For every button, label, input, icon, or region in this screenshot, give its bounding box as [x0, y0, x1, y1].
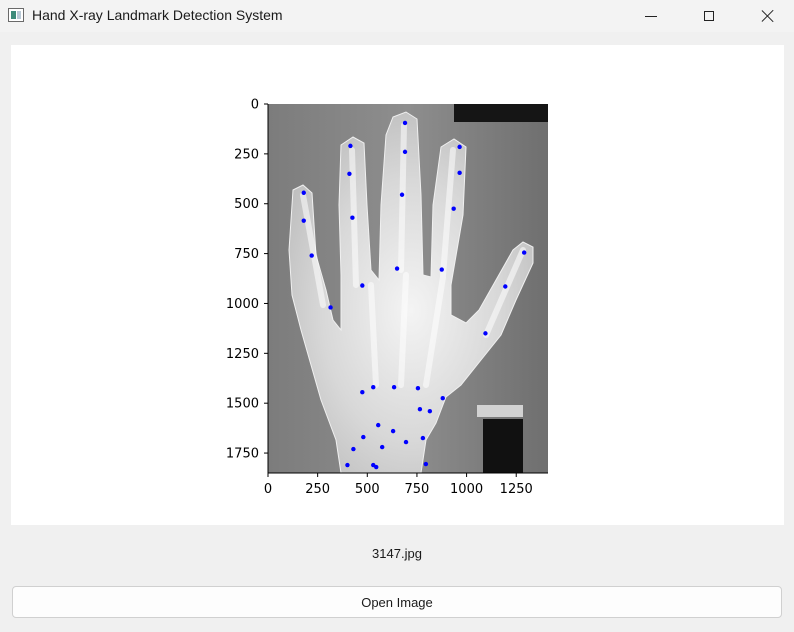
landmark-point	[402, 120, 408, 126]
y-tick-label: 750	[234, 247, 259, 262]
landmark-point	[347, 171, 352, 177]
x-tick-label: 250	[305, 482, 330, 497]
y-tick-label: 500	[234, 197, 259, 212]
title-bar: Hand X-ray Landmark Detection System	[0, 0, 794, 32]
landmark-point	[360, 390, 365, 395]
landmark-point	[457, 144, 462, 150]
landmark-point	[345, 462, 350, 468]
x-tick-label: 500	[355, 482, 380, 497]
landmark-point	[371, 385, 376, 390]
landmark-point	[402, 149, 408, 155]
image-filename: 3147.jpg	[372, 546, 422, 561]
landmark-point	[328, 305, 333, 310]
landmark-point	[420, 435, 426, 441]
x-tick-label: 1250	[500, 482, 533, 497]
landmark-point	[483, 331, 488, 336]
window-title: Hand X-ray Landmark Detection System	[32, 7, 283, 23]
landmark-point	[376, 422, 381, 428]
landmark-point	[379, 444, 385, 450]
app-window-icon	[8, 8, 24, 22]
plot-canvas: 0 250 500 750 1000 1250 1500 1750 0 250 500 750 1000…	[11, 45, 784, 525]
y-tick-label: 1500	[226, 397, 259, 412]
landmark-point	[503, 284, 508, 289]
x-tick-label: 0	[264, 482, 272, 497]
landmark-point	[440, 396, 445, 401]
landmark-point	[415, 386, 421, 391]
landmark-points	[301, 120, 527, 470]
landmark-point	[309, 253, 314, 258]
landmark-point	[451, 206, 456, 211]
landmark-point	[521, 250, 527, 255]
landmark-point	[403, 439, 409, 445]
y-tick-label: 1000	[226, 297, 259, 312]
y-tick-label: 250	[234, 147, 259, 162]
landmark-point	[417, 406, 423, 412]
landmark-point	[390, 428, 396, 434]
landmark-point	[301, 218, 306, 223]
landmark-point	[348, 143, 353, 149]
y-tick-label: 1250	[226, 347, 259, 362]
landmark-point	[423, 461, 429, 467]
landmark-point	[374, 464, 379, 470]
landmark-point	[350, 215, 355, 220]
landmark-chart: 0 250 500 750 1000 1250 1500 1750 0 250 500 750 1000…	[226, 98, 548, 497]
landmark-point	[399, 192, 405, 197]
landmark-point	[439, 267, 444, 272]
landmark-point	[394, 266, 400, 271]
y-tick-label: 0	[251, 98, 259, 113]
maximize-button[interactable]	[686, 0, 732, 32]
landmark-point	[457, 170, 462, 176]
minimize-button[interactable]	[628, 0, 674, 32]
landmark-point	[301, 190, 306, 195]
minimize-icon	[645, 15, 657, 17]
landmark-point	[351, 446, 356, 452]
xray-image	[268, 104, 548, 474]
x-tick-label: 750	[405, 482, 430, 497]
landmark-point	[361, 434, 366, 440]
landmark-point	[391, 385, 397, 390]
landmark-point	[360, 283, 365, 288]
y-tick-label: 1750	[226, 447, 259, 462]
close-button[interactable]	[745, 0, 791, 32]
maximize-icon	[704, 11, 714, 21]
chart-axes: 0 250 500 750 1000 1250 1500 1750 0 250 500 750 1000…	[226, 98, 548, 497]
landmark-point	[427, 408, 433, 414]
close-icon	[761, 9, 775, 23]
open-image-button[interactable]: Open Image	[12, 586, 782, 618]
x-tick-label: 1000	[450, 482, 483, 497]
